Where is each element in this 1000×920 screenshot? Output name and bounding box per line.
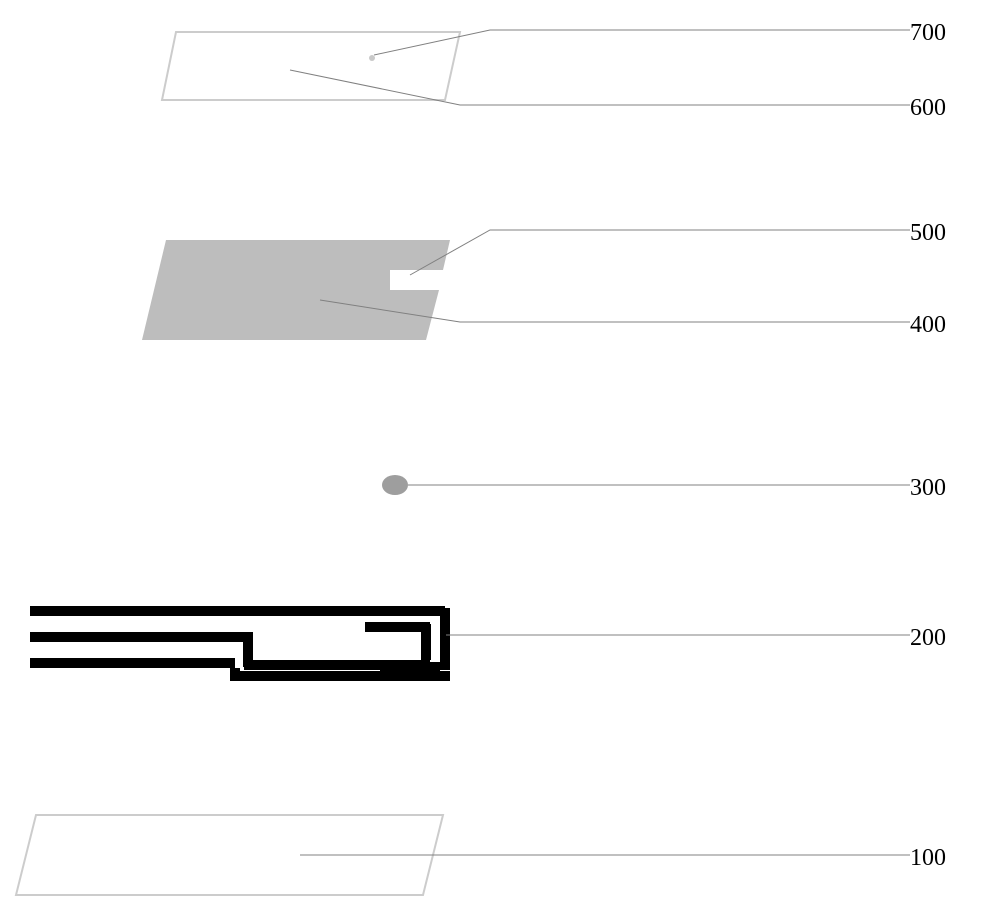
diagram-svg <box>0 0 1000 920</box>
layer-300-dot <box>382 475 408 495</box>
label-600: 600 <box>910 95 946 122</box>
layer-700-parallelogram <box>162 32 460 100</box>
label-200: 200 <box>910 625 946 652</box>
label-400: 400 <box>910 312 946 339</box>
label-500: 500 <box>910 220 946 247</box>
layer-200-electrodes <box>30 608 450 678</box>
leader-500 <box>410 230 910 275</box>
leader-700 <box>374 30 910 55</box>
label-700: 700 <box>910 20 946 47</box>
label-300: 300 <box>910 475 946 502</box>
layer-700-dot <box>369 55 375 61</box>
label-100: 100 <box>910 845 946 872</box>
layer-500-shape <box>142 240 450 340</box>
diagram-canvas: 700 600 500 400 300 200 100 <box>0 0 1000 920</box>
